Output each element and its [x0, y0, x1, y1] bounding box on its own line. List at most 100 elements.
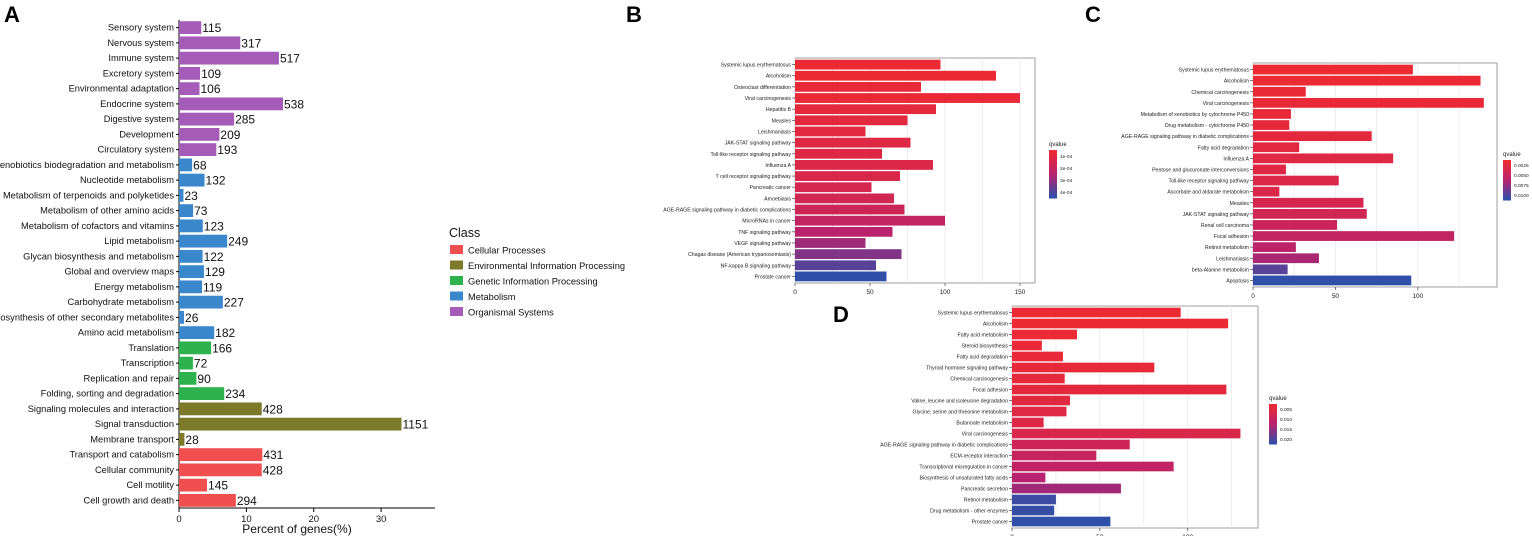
a-count-label: 193: [217, 143, 237, 157]
x-tick-label: 100: [940, 289, 951, 296]
a-count-label: 145: [208, 479, 228, 493]
panel-label-c: C: [1085, 2, 1101, 27]
bar: [795, 70, 996, 81]
colorbar-segment: [1049, 160, 1057, 163]
category-label: Retinol metabolism: [1205, 245, 1249, 251]
category-label: VEGF signaling pathway: [734, 241, 791, 247]
colorbar-segment: [1269, 409, 1277, 412]
colorbar-segment: [1049, 176, 1057, 179]
bar: [1253, 175, 1339, 186]
a-category-label: Folding, sorting and degradation: [41, 389, 174, 399]
bar: [1253, 220, 1338, 230]
colorbar-segment: [1503, 195, 1511, 198]
category-label: Drug metabolism - other enzymes: [930, 509, 1008, 515]
bar: [1012, 461, 1174, 472]
colorbar-segment: [1269, 435, 1277, 438]
category-label: Hepatitis B: [766, 107, 792, 113]
bar: [1012, 406, 1067, 417]
a-legend-label: Cellular Processes: [468, 246, 546, 256]
a-bar: [179, 143, 217, 157]
a-bar: [179, 493, 236, 507]
bar: [1012, 505, 1055, 516]
category-label: Amoebiasis: [764, 196, 791, 202]
category-label: Glycine, serine and threonine metabolism: [913, 410, 1008, 416]
a-legend-swatch: [450, 245, 463, 254]
category-label: Prostate cancer: [972, 520, 1009, 526]
bar: [795, 204, 905, 215]
category-label: beta-Alanine metabolism: [1192, 267, 1249, 273]
a-count-label: 72: [194, 357, 208, 371]
a-category-label: Signal transduction: [95, 419, 174, 429]
category-label: Fatty acid degradation: [957, 355, 1008, 361]
colorbar-segment: [1269, 410, 1277, 413]
a-legend-label: Genetic Information Processing: [468, 277, 598, 287]
colorbar-tick-label: 0.010: [1280, 417, 1292, 423]
category-label: Leishmaniasis: [1216, 256, 1249, 262]
category-label: Chemical carcinogenesis: [950, 377, 1008, 383]
bar: [795, 215, 945, 226]
colorbar-segment: [1269, 420, 1277, 423]
a-count-label: 119: [203, 280, 222, 294]
category-label: ECM-receptor interaction: [950, 454, 1008, 460]
panel-label-d: D: [833, 302, 849, 327]
chart-d: Systemic lupus erythematosus Alcoholism Fa…: [880, 305, 1292, 536]
a-bar: [179, 463, 262, 477]
colorbar-tick-label: 3e-04: [1060, 178, 1073, 184]
bar: [1253, 197, 1364, 208]
a-bar: [179, 36, 241, 50]
a-category-label: Glycan biosynthesis and metabolism: [23, 251, 174, 261]
colorbar-segment: [1049, 180, 1057, 183]
a-bar: [179, 188, 184, 202]
a-category-label: Biosynthesis of other secondary metaboli…: [0, 312, 174, 322]
a-category-label: Metabolism of cofactors and vitamins: [21, 221, 174, 231]
bar: [1012, 318, 1229, 329]
a-count-label: 538: [284, 97, 304, 111]
a-count-label: 317: [241, 36, 261, 50]
category-label: Ascorbate and aldarate metabolism: [1167, 190, 1249, 196]
a-count-label: 209: [220, 128, 240, 142]
colorbar-segment: [1503, 180, 1511, 183]
a-category-label: Cell growth and death: [84, 495, 174, 505]
panel-label-b: B: [626, 2, 642, 27]
colorbar-segment: [1269, 425, 1277, 428]
a-count-label: 23: [184, 189, 198, 203]
bar: [1012, 395, 1070, 406]
a-bar: [179, 371, 197, 385]
a-count-label: 115: [202, 21, 221, 35]
category-label: Measles: [1230, 201, 1250, 207]
category-label: Focal adhesion: [973, 388, 1008, 394]
category-label: Drug metabolism - cytochrome P450: [1165, 123, 1249, 129]
category-label: Pancreatic cancer: [749, 185, 791, 191]
bar: [795, 260, 876, 271]
colorbar-segment: [1503, 171, 1511, 174]
a-count-label: 109: [201, 67, 221, 81]
a-category-label: Digestive system: [104, 114, 175, 124]
a-count-label: 68: [193, 158, 207, 172]
colorbar-segment: [1269, 440, 1277, 443]
a-category-label: Global and overview maps: [64, 267, 174, 277]
category-label: Leishmaniasis: [758, 129, 791, 135]
colorbar-segment: [1049, 190, 1057, 193]
colorbar-segment: [1503, 191, 1511, 194]
category-label: Chemical carcinogenesis: [1191, 90, 1249, 96]
a-count-label: 428: [263, 402, 283, 416]
category-label: Viral carcinogenesis: [1203, 101, 1250, 107]
colorbar-tick-label: 0.0100: [1514, 193, 1529, 199]
a-count-label: 106: [200, 82, 220, 96]
category-label: Alcoholism: [766, 74, 791, 80]
x-tick-label: 50: [866, 289, 874, 296]
a-bar: [179, 204, 194, 218]
a-category-label: Environmental adaptation: [69, 84, 174, 94]
colorbar-segment: [1503, 160, 1511, 163]
bar: [1253, 264, 1288, 275]
colorbar-segment: [1269, 412, 1277, 415]
a-legend-title: Class: [449, 226, 480, 240]
colorbar-segment: [1049, 168, 1057, 171]
category-label: Toll-like receptor signaling pathway: [711, 152, 792, 158]
bar: [1012, 329, 1078, 340]
colorbar-segment: [1269, 429, 1277, 432]
category-label: Steroid biosynthesis: [962, 344, 1009, 350]
a-bar: [179, 387, 225, 401]
category-label: Chagas disease (American trypanosomiasis…: [688, 252, 791, 258]
bar: [795, 104, 936, 115]
